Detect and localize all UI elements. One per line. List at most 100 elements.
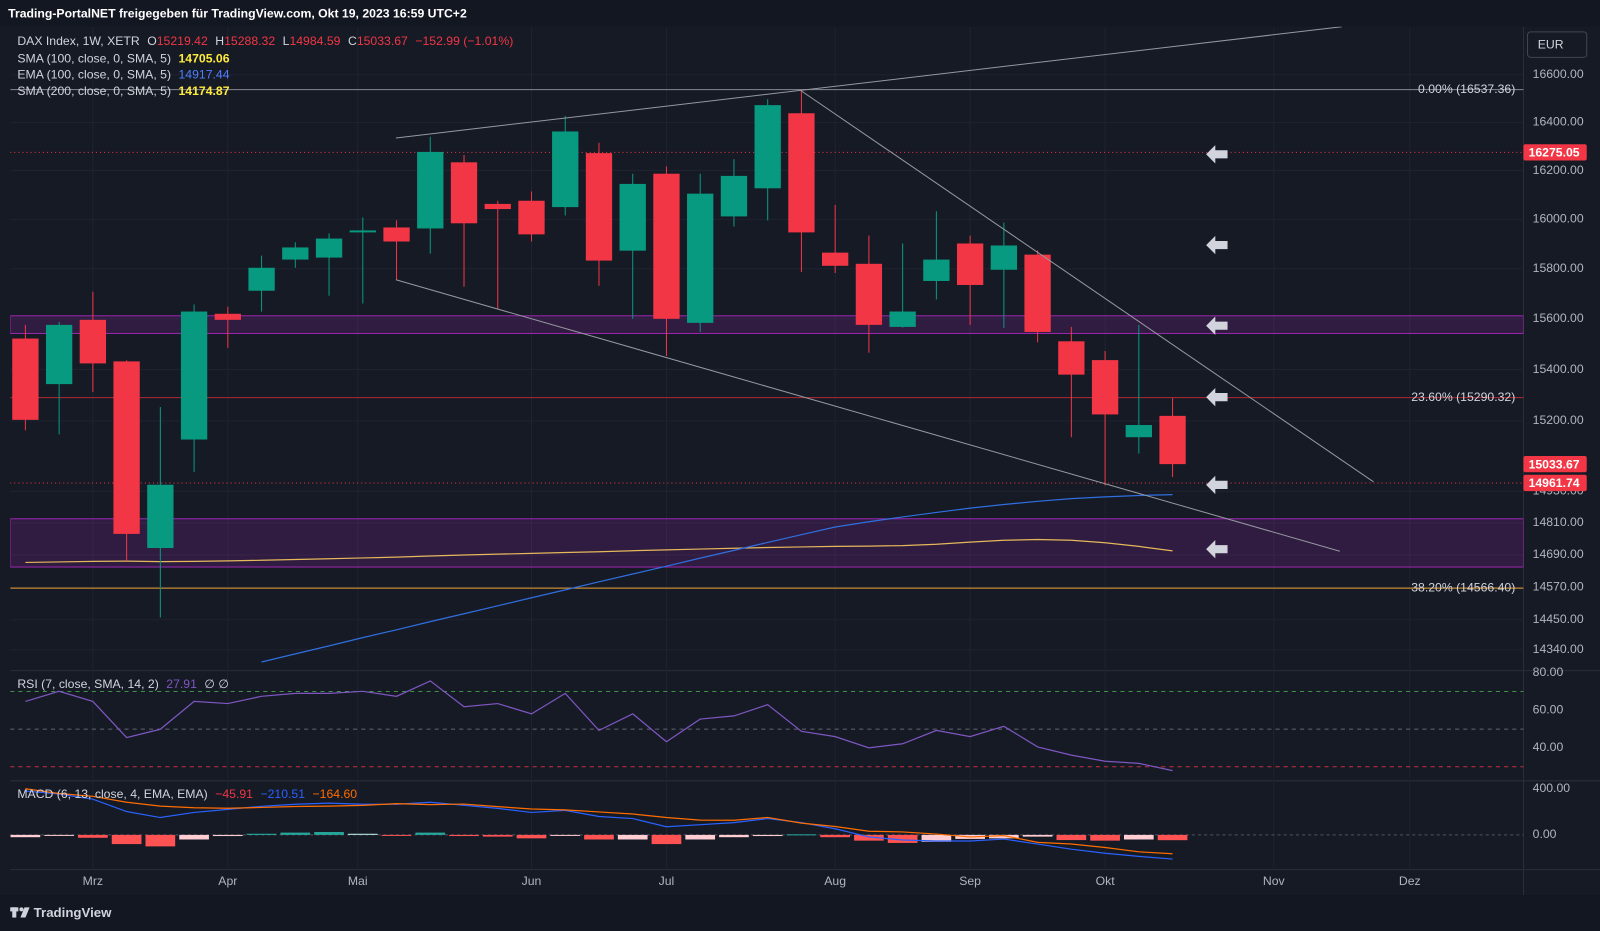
y-tick-label: 15400.00: [1533, 362, 1584, 376]
histogram-bar: [280, 832, 311, 835]
candle-body: [315, 238, 343, 258]
last-price-label: 15033.67: [1529, 457, 1580, 471]
legend-value: 14174.87: [179, 84, 230, 98]
candle-body: [214, 313, 241, 320]
drawings: [395, 26, 1374, 559]
histogram-bar: [212, 834, 243, 837]
y-tick-label: 14340.00: [1533, 642, 1584, 656]
legend-name: SMA (200, close, 0, SMA, 5): [17, 84, 171, 98]
candle-body: [653, 173, 680, 319]
price-badge-label: 14961.74: [1529, 476, 1580, 490]
rsi-pane: [10, 680, 1524, 772]
candle-body: [282, 247, 309, 260]
histogram-bar: [449, 834, 479, 837]
candle-body: [1024, 254, 1051, 332]
price-badge: [1523, 474, 1587, 492]
price-badges: 16275.05 14961.74 15033.67: [1523, 144, 1587, 492]
symbol-title: DAX Index, 1W, XETR: [17, 34, 140, 48]
candle-body: [687, 193, 714, 323]
arrows: [1206, 145, 1228, 559]
legend-name: MACD (6, 13, close, 4, EMA, EMA): [17, 787, 207, 801]
legend-name: EMA (100, close, 0, SMA, 5): [17, 68, 171, 82]
histogram-bar: [685, 834, 716, 840]
candle-body: [956, 243, 984, 285]
y-tick-label: 15600.00: [1533, 311, 1584, 325]
candle-body: [147, 484, 174, 549]
currency-box[interactable]: [1527, 31, 1588, 58]
header-title: Trading-PortalNET freigegeben für Tradin…: [8, 7, 467, 21]
x-tick-label: Apr: [218, 874, 237, 888]
arrow: [1206, 387, 1228, 407]
legend-value: −210.51: [260, 787, 305, 801]
histogram-bar: [381, 834, 412, 836]
candle-body: [619, 183, 646, 251]
histogram-bar: [651, 834, 682, 845]
arrow: [1206, 475, 1228, 495]
histogram-bar: [482, 834, 513, 837]
candle-body: [855, 263, 883, 325]
legend-value: 14917.44: [179, 68, 230, 82]
histogram-bar: [786, 834, 817, 836]
histogram-bar: [1022, 834, 1053, 837]
histogram-bar: [752, 834, 783, 837]
ohlc-value: 15219.42: [157, 34, 208, 48]
histogram-bar: [246, 833, 277, 835]
candle-body: [788, 113, 815, 233]
candle-body: [79, 319, 107, 364]
y-tick-label: 14450.00: [1533, 612, 1584, 626]
y-tick-label: 16200.00: [1533, 163, 1584, 177]
histogram-bar: [921, 834, 952, 842]
ohlc-label: O: [147, 34, 157, 48]
histogram-bar: [617, 834, 648, 840]
macd-legend: MACD (6, 13, close, 4, EMA, EMA) −45.91 …: [17, 787, 357, 801]
candle-body: [113, 361, 140, 534]
zone: [10, 315, 1524, 334]
indicator-legend: SMA (200, close, 0, SMA, 5) 14174.87: [17, 84, 229, 98]
main-legend: DAX Index, 1W, XETR O15219.42 H15288.32 …: [17, 34, 513, 48]
histogram-bar: [145, 834, 176, 847]
trendline: [395, 279, 1340, 552]
candle-body: [484, 203, 511, 210]
rsi-line: [25, 680, 1173, 772]
candle-body: [1091, 360, 1119, 415]
histogram-bar: [1056, 834, 1087, 841]
rsi-legend: RSI (7, close, SMA, 14, 2) 27.91 ∅ ∅: [17, 677, 229, 691]
candle-body: [990, 245, 1018, 270]
x-tick-label: Aug: [824, 874, 846, 888]
candle-body: [585, 153, 613, 261]
x-tick-label: Jul: [659, 874, 675, 888]
x-tick-label: Dez: [1399, 874, 1421, 888]
y-tick-label: 14810.00: [1533, 515, 1584, 529]
x-tick-label: Nov: [1263, 874, 1286, 888]
signal-line: [25, 788, 1173, 855]
arrow: [1206, 539, 1228, 559]
indicator-legend: SMA (100, close, 0, SMA, 5) 14705.06: [17, 52, 229, 66]
y-tick-label: 14570.00: [1533, 579, 1584, 593]
currency-button[interactable]: EUR: [1527, 31, 1588, 58]
histogram-bar: [887, 834, 918, 843]
histogram-bar: [111, 834, 142, 845]
fib-label: 0.00% (16537.36): [1418, 82, 1515, 96]
macd-line: [25, 790, 1173, 860]
histogram-bar: [1090, 834, 1120, 841]
histogram-bar: [347, 833, 378, 835]
candle-body: [923, 259, 950, 281]
candle-body: [417, 151, 444, 229]
ohlc-label: C: [348, 34, 357, 48]
y-tick-label: 16400.00: [1533, 115, 1584, 129]
arrow: [1206, 316, 1228, 335]
legend-value: 14705.06: [179, 52, 230, 66]
ohlc-label: H: [215, 34, 224, 48]
currency-label[interactable]: EUR: [1538, 37, 1564, 51]
histogram-bar: [44, 834, 74, 836]
x-tick-label: Mrz: [83, 874, 103, 888]
histogram-bar: [10, 834, 41, 838]
candle-body: [1159, 415, 1186, 465]
histogram-bar: [854, 834, 884, 841]
ohlc-label: L: [283, 34, 290, 48]
y-tick-label: 14690.00: [1533, 547, 1584, 561]
candle-body: [45, 324, 73, 385]
legend-name: SMA (100, close, 0, SMA, 5): [17, 52, 171, 66]
candle-body: [754, 105, 781, 189]
